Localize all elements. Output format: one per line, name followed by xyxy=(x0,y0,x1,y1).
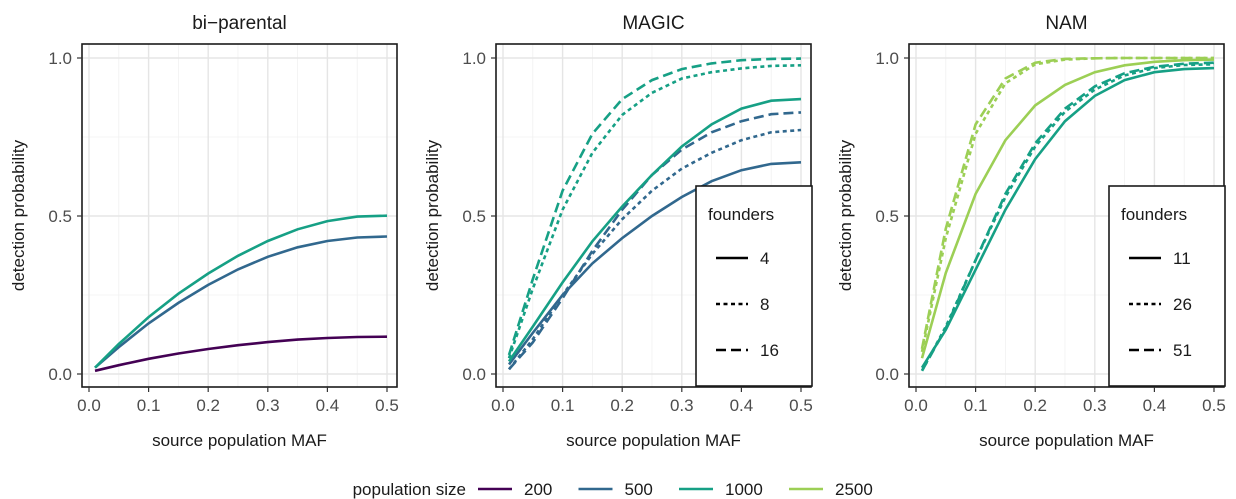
x-tick-label: 0.1 xyxy=(137,396,161,415)
y-tick-label: 1.0 xyxy=(48,49,72,68)
population-size-legend: population size 200 500 1000 2500 xyxy=(353,480,873,499)
x-tick-label: 0.0 xyxy=(77,396,101,415)
panel-1: 0.0 0.1 0.2 0.3 0.4 0.5 0.0 0.5 1.0 MAGIC source p… xyxy=(423,13,813,450)
x-tick-label: 0.0 xyxy=(904,396,928,415)
y-tick-label: 0.5 xyxy=(48,207,72,226)
founders-legend-label: 51 xyxy=(1173,341,1192,360)
x-tick-label: 0.3 xyxy=(670,396,694,415)
series-line-500 xyxy=(94,235,388,369)
x-tick-label: 0.2 xyxy=(196,396,220,415)
panel-title: MAGIC xyxy=(622,13,684,34)
founders-legend: founders 4 8 16 xyxy=(695,185,813,387)
panel-title: bi−parental xyxy=(192,13,287,34)
x-axis-label: source population MAF xyxy=(979,431,1154,450)
x-tick-label: 0.5 xyxy=(789,396,813,415)
x-axis-label: source population MAF xyxy=(152,431,327,450)
y-tick-label: 1.0 xyxy=(875,49,899,68)
x-tick-label: 0.0 xyxy=(491,396,515,415)
population-size-legend-label: 2500 xyxy=(835,480,873,499)
founders-legend-title: founders xyxy=(1121,205,1187,224)
y-tick-label: 0.0 xyxy=(875,365,899,384)
population-size-legend-label: 500 xyxy=(625,480,653,499)
x-tick-label: 0.5 xyxy=(1202,396,1226,415)
x-tick-label: 0.4 xyxy=(1143,396,1167,415)
series-line-1000-founders-16 xyxy=(507,57,802,356)
y-axis-label: detection probability xyxy=(423,139,442,291)
y-axis-label: detection probability xyxy=(836,139,855,291)
series-line-1000-founders-11 xyxy=(920,66,1215,369)
x-axis-label: source population MAF xyxy=(566,431,741,450)
founders-legend-title: founders xyxy=(708,205,774,224)
y-tick-label: 0.0 xyxy=(48,365,72,384)
founders-legend-box xyxy=(695,185,813,387)
series-line-1000-founders-51 xyxy=(920,61,1215,372)
founders-legend-label: 8 xyxy=(760,295,769,314)
y-axis-label: detection probability xyxy=(9,139,28,291)
y-tick-label: 0.5 xyxy=(875,207,899,226)
founders-legend: founders 11 26 51 xyxy=(1108,185,1226,387)
panel-2: 0.0 0.1 0.2 0.3 0.4 0.5 0.0 0.5 1.0 NAM source pop… xyxy=(836,13,1226,450)
x-tick-label: 0.4 xyxy=(316,396,340,415)
population-size-legend-items: 200 500 1000 2500 xyxy=(478,480,873,499)
y-tick-label: 0.5 xyxy=(462,207,486,226)
x-tick-label: 0.2 xyxy=(610,396,634,415)
panel-title: NAM xyxy=(1045,13,1087,34)
x-tick-label: 0.3 xyxy=(1083,396,1107,415)
x-tick-label: 0.3 xyxy=(256,396,280,415)
x-tick-label: 0.1 xyxy=(964,396,988,415)
x-tick-label: 0.1 xyxy=(551,396,575,415)
y-tick-label: 0.0 xyxy=(462,365,486,384)
series-line-1000-founders-4 xyxy=(507,97,802,363)
y-tick-label: 1.0 xyxy=(462,49,486,68)
series-line-2500-founders-11 xyxy=(920,58,1215,359)
panel-0: 0.0 0.1 0.2 0.3 0.4 0.5 0.0 0.5 1.0 bi−parental so… xyxy=(9,13,399,450)
x-tick-label: 0.5 xyxy=(375,396,399,415)
founders-legend-label: 4 xyxy=(760,249,769,268)
panels: 0.0 0.1 0.2 0.3 0.4 0.5 0.0 0.5 1.0 bi−parental so… xyxy=(9,13,1226,450)
series-line-1000-founders-8 xyxy=(507,64,802,359)
population-size-legend-label: 200 xyxy=(524,480,552,499)
series-line-2500-founders-51 xyxy=(920,56,1214,349)
x-tick-label: 0.2 xyxy=(1023,396,1047,415)
x-tick-label: 0.4 xyxy=(730,396,754,415)
population-size-legend-title: population size xyxy=(353,480,466,499)
founders-legend-label: 11 xyxy=(1173,249,1191,268)
series-line-200 xyxy=(94,335,388,373)
founders-legend-label: 16 xyxy=(760,341,779,360)
founders-legend-label: 26 xyxy=(1173,295,1192,314)
population-size-legend-label: 1000 xyxy=(725,480,763,499)
series-line-1000 xyxy=(94,214,388,369)
founders-legend-box xyxy=(1108,185,1226,387)
